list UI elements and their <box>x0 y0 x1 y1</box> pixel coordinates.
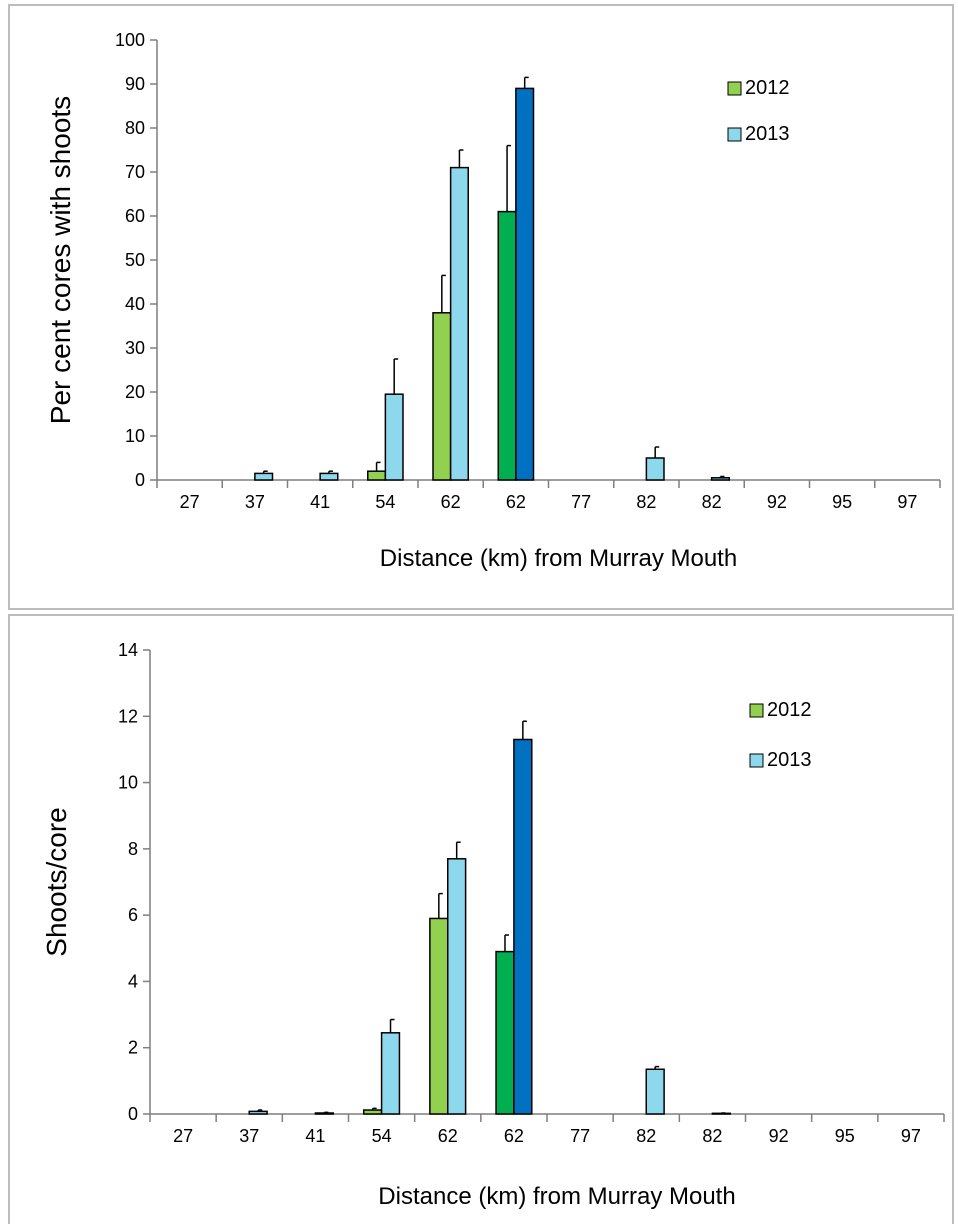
legend-swatch-2013 <box>749 753 764 768</box>
x-tick-label: 82 <box>702 1126 722 1146</box>
y-tick-label: 10 <box>118 773 138 793</box>
y-tick-label: 40 <box>125 294 145 314</box>
x-tick-label: 62 <box>438 1126 458 1146</box>
bar-2012-62 <box>429 917 449 1115</box>
y-tick-label: 60 <box>125 206 145 226</box>
x-tick-label: 77 <box>571 492 591 512</box>
x-tick-label: 27 <box>180 492 200 512</box>
y-tick-label: 14 <box>118 640 138 660</box>
x-axis-title: Distance (km) from Murray Mouth <box>378 1183 735 1210</box>
x-tick-label: 92 <box>767 492 787 512</box>
legend-label-2012: 2012 <box>767 699 812 721</box>
bar-2013-41 <box>319 472 339 481</box>
y-tick-label: 0 <box>135 470 145 490</box>
bottom-chart-panel: 0 2 4 6 8 10 12 14 27 37 41 54 62 62 77 82 82 92 95 97 2012 2… <box>8 614 954 1224</box>
x-tick-label: 41 <box>305 1126 325 1146</box>
y-tick-label: 30 <box>125 338 145 358</box>
x-tick-label: 54 <box>372 1126 392 1146</box>
y-tick-label: 12 <box>118 706 138 726</box>
y-tick-label: 0 <box>128 1104 138 1124</box>
y-tick-label: 2 <box>128 1038 138 1058</box>
legend-swatch-2013 <box>727 127 742 142</box>
x-tick-label: 97 <box>901 1126 921 1146</box>
x-tick-label: 27 <box>173 1126 193 1146</box>
bar-2012-62 <box>497 210 517 481</box>
y-tick-label: 70 <box>125 162 145 182</box>
bar-2013-82 <box>645 457 665 481</box>
x-tick-label: 41 <box>310 492 330 512</box>
y-tick-label: 20 <box>125 382 145 402</box>
y-tick-label: 80 <box>125 118 145 138</box>
x-tick-label: 37 <box>245 492 265 512</box>
x-tick-label: 54 <box>375 492 395 512</box>
x-tick-label: 62 <box>506 492 526 512</box>
y-tick-label: 100 <box>115 30 145 50</box>
bar-2013-54 <box>384 393 404 481</box>
x-tick-label: 82 <box>702 492 722 512</box>
bar-2013-37 <box>248 1110 268 1115</box>
legend-label-2013: 2013 <box>767 749 812 771</box>
y-axis-title: Shoots/core <box>41 807 72 956</box>
bar-2013-62 <box>449 166 469 481</box>
x-tick-label: 82 <box>636 1126 656 1146</box>
bar-2013-62 <box>447 858 467 1115</box>
x-tick-label: 82 <box>636 492 656 512</box>
x-tick-label: 95 <box>835 1126 855 1146</box>
bar-2013-41 <box>314 1112 335 1115</box>
legend-swatch-2012 <box>727 81 742 96</box>
bar-2012-54 <box>362 1109 383 1115</box>
percent-cores-chart: 0 10 20 30 40 50 60 70 80 90 100 27 37 41 54 62 62 77 82 82… <box>45 30 941 572</box>
legend-label-2012: 2012 <box>745 77 790 99</box>
top-chart-panel: 0 10 20 30 40 50 60 70 80 90 100 27 37 41 54 62 62 77 82 82… <box>8 4 954 610</box>
bar-2013-54 <box>380 1032 401 1115</box>
bar-2012-62 <box>432 312 452 481</box>
bar-2013-62 <box>515 87 535 481</box>
y-tick-label: 8 <box>128 839 138 859</box>
x-axis-title: Distance (km) from Murray Mouth <box>380 545 737 572</box>
bar-2013-37 <box>254 472 274 481</box>
shoots-per-core-chart: 0 2 4 6 8 10 12 14 27 37 41 54 62 62 77 82 82 92 95 97 2012 2… <box>41 640 945 1210</box>
x-tick-label: 62 <box>504 1126 524 1146</box>
x-tick-label: 97 <box>897 492 917 512</box>
bar-2012-62 <box>495 950 515 1115</box>
x-tick-label: 92 <box>769 1126 789 1146</box>
y-tick-label: 90 <box>125 74 145 94</box>
x-tick-label: 77 <box>570 1126 590 1146</box>
y-axis-title: Per cent cores with shoots <box>45 96 76 424</box>
bar-2013-62 <box>513 738 533 1115</box>
x-tick-label: 95 <box>832 492 852 512</box>
y-tick-label: 4 <box>128 971 138 991</box>
y-tick-label: 50 <box>125 250 145 270</box>
y-tick-label: 10 <box>125 426 145 446</box>
bar-2013-82 <box>645 1068 665 1115</box>
bar-2013-82 <box>710 477 730 481</box>
y-tick-label: 6 <box>128 905 138 925</box>
legend-label-2013: 2013 <box>745 123 790 145</box>
x-tick-label: 37 <box>239 1126 259 1146</box>
legend-swatch-2012 <box>749 703 764 718</box>
x-tick-label: 62 <box>441 492 461 512</box>
bar-2012-54 <box>367 470 387 481</box>
